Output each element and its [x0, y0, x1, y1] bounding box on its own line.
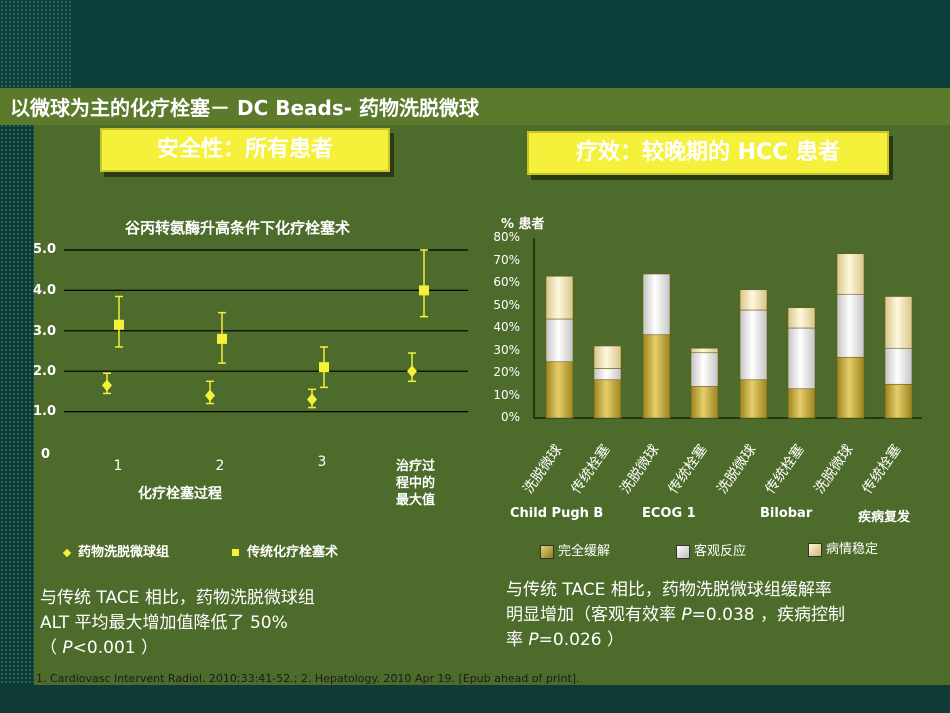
bar-stable-disease	[787, 307, 816, 329]
y-tick: 10%	[493, 387, 520, 402]
bar-objective-response	[593, 368, 622, 381]
y-tick: 0%	[500, 410, 520, 424]
page-title: 以微球为主的化疗栓塞－ DC Beads- 药物洗脱微球	[10, 96, 479, 120]
x-tick: 3	[317, 454, 327, 470]
data-point-diamond	[407, 365, 417, 378]
bar-stable-disease	[884, 296, 913, 349]
y-tick: 40%	[493, 320, 520, 334]
swatch-stable-icon	[808, 542, 822, 557]
bar-complete-response	[884, 383, 913, 419]
efficacy-conclusion: 与传统 TACE 相比，药物洗脱微球组缓解率 明显增加（客观有效率 P=0.03…	[506, 580, 845, 650]
data-point-square	[419, 285, 429, 296]
header-band	[0, 0, 950, 90]
x-tick: 1	[113, 458, 123, 474]
bar-stable-disease	[739, 289, 768, 311]
x-tick-max: 治疗过程中的最大值	[396, 459, 436, 508]
safety-conclusion: 与传统 TACE 相比，药物洗脱微球组 ALT 平均最大增加值降低了 50% （…	[40, 588, 315, 658]
bar-complete-response	[593, 379, 622, 419]
bottom-band	[0, 685, 950, 713]
legend-conventional: 传统化疗栓塞术	[232, 541, 338, 560]
y-tick: 80%	[493, 230, 520, 244]
legend-complete-response: 完全缓解	[540, 540, 610, 559]
data-point-diamond	[307, 393, 317, 406]
scatter-chart-title: 谷丙转氨酶升高条件下化疗栓塞术	[125, 219, 351, 237]
y-tick: 3.0	[32, 324, 56, 339]
bar-stable-disease	[545, 275, 574, 320]
data-point-square	[319, 362, 329, 373]
bar-complete-response	[739, 379, 768, 419]
swatch-complete-icon	[540, 544, 554, 559]
y-tick: 50%	[493, 297, 520, 312]
y-tick: 1.0	[32, 404, 56, 419]
data-point-diamond	[205, 389, 215, 402]
efficacy-banner: 疗效：较晚期的 HCC 患者	[527, 131, 889, 175]
safety-banner: 安全性：所有患者	[100, 128, 390, 172]
y-tick: 0	[40, 447, 50, 462]
bar-objective-response	[545, 318, 574, 363]
group-label: 疾病复发	[858, 510, 911, 525]
square-marker-icon	[232, 549, 239, 556]
bar-complete-response	[642, 334, 671, 419]
y-tick: 4.0	[32, 283, 56, 298]
group-label: ECOG 1	[642, 506, 696, 521]
bar-complete-response	[836, 356, 865, 419]
bar-stable-disease	[690, 347, 719, 354]
bar-complete-response	[545, 361, 574, 419]
y-tick: 2.0	[32, 364, 56, 379]
bar-complete-response	[787, 388, 816, 419]
bar-stable-disease	[836, 253, 865, 295]
x-tick: 2	[215, 458, 225, 474]
bar-objective-response	[787, 327, 816, 390]
legend-drug-eluting: 药物洗脱微球组	[62, 541, 169, 560]
legend-objective-response: 客观反应	[676, 540, 746, 559]
data-point-square	[217, 333, 227, 344]
group-label: Bilobar	[760, 506, 813, 521]
bar-objective-response	[884, 347, 913, 385]
swatch-objective-icon	[676, 544, 690, 559]
y-tick: 70%	[493, 252, 520, 267]
legend-stable-disease: 病情稳定	[808, 538, 878, 557]
title-bar	[0, 88, 950, 125]
y-tick: 5.0	[32, 242, 56, 257]
footnote: 1. Cardiovasc Intervent Radiol. 2010;33:…	[36, 672, 580, 685]
bar-stable-disease	[593, 345, 622, 369]
bar-objective-response	[690, 352, 719, 387]
bar-objective-response	[836, 293, 865, 358]
y-tick: 60%	[493, 275, 520, 289]
bar-objective-response	[642, 273, 671, 336]
bar-objective-response	[739, 309, 768, 381]
bar-complete-response	[690, 386, 719, 419]
data-point-diamond	[102, 379, 112, 392]
y-axis-title: % 患者	[501, 217, 545, 232]
y-tick: 30%	[493, 342, 520, 357]
group-label: Child Pugh B	[510, 506, 604, 521]
data-point-square	[114, 319, 124, 330]
y-tick: 20%	[493, 365, 520, 379]
x-axis-title: 化疗栓塞过程	[138, 486, 222, 502]
